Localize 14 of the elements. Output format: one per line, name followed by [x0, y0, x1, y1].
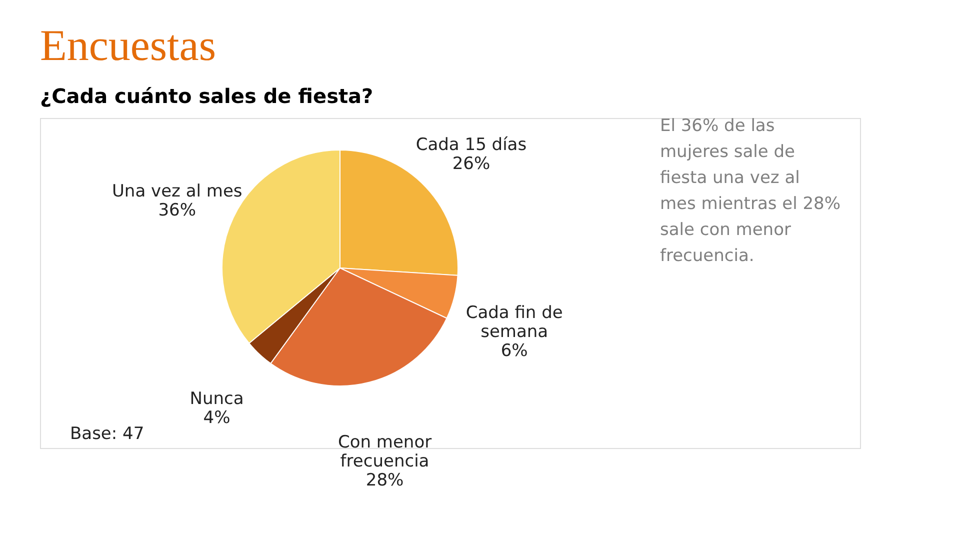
text: Base: 47	[70, 424, 144, 444]
text: El 36% de las mujeres sale de fiesta una vez al mes mientras el 28% sale con menor frecuencia.	[660, 116, 841, 266]
data-label: 28%	[366, 470, 404, 490]
chart-title: Encuestas	[40, 21, 216, 70]
data-label: 36%	[158, 200, 196, 220]
data-label: 26%	[452, 154, 490, 174]
data-label: 6%	[500, 340, 528, 361]
slice-label: Nunca	[190, 389, 244, 410]
slice-label: Cada fin de semana	[466, 302, 563, 342]
slice-label: Una vez al mes	[112, 181, 242, 202]
slice-label: Con menor frecuencia	[338, 432, 432, 472]
chart-subtitle: ¿Cada cuánto sales de fiesta?	[40, 84, 374, 108]
data-label: 4%	[203, 408, 230, 428]
slice-label: Cada 15 días	[416, 134, 527, 155]
